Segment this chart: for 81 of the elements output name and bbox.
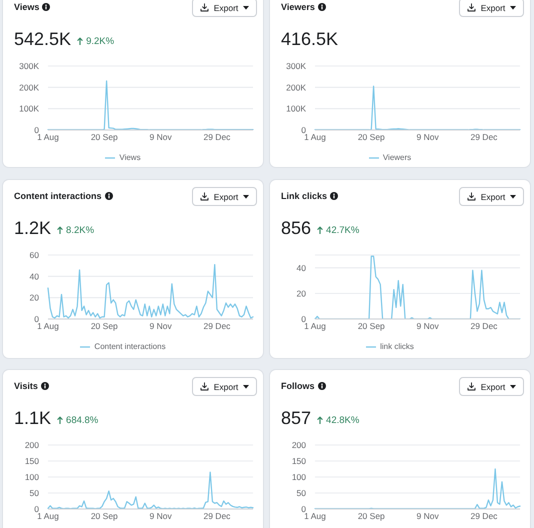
y-tick-label: 0 xyxy=(301,504,306,514)
x-tick-label: 20 Sep xyxy=(358,321,386,332)
x-tick-label: 9 Nov xyxy=(416,511,440,522)
y-tick-label: 50 xyxy=(30,488,40,498)
y-tick-label: 300K xyxy=(19,61,40,72)
x-tick-label: 1 Aug xyxy=(37,511,60,522)
y-tick-label: 200 xyxy=(292,440,306,450)
line-series xyxy=(47,472,254,509)
y-tick-label: 150 xyxy=(292,456,306,466)
y-tick-label: 200K xyxy=(19,82,40,92)
export-button: Export xyxy=(192,187,257,206)
y-tick-label: 200K xyxy=(286,82,306,92)
y-tick-label: 300K xyxy=(286,61,306,72)
x-tick-label: 20 Sep xyxy=(358,511,386,522)
legend-label: link clicks xyxy=(380,342,414,352)
x-tick-label: 20 Sep xyxy=(90,132,118,142)
chart-subtitle: 1.1K xyxy=(14,408,52,428)
x-tick-label: 29 Dec xyxy=(203,132,232,142)
x-tick-label: 9 Nov xyxy=(150,321,172,332)
chart-title: Follows xyxy=(281,381,314,391)
x-tick-label: 29 Dec xyxy=(203,321,232,332)
x-tick-label: 29 Dec xyxy=(203,511,232,522)
y-tick-label: 150 xyxy=(24,456,40,466)
legend-label: Views xyxy=(119,153,141,162)
y-tick-label: 50 xyxy=(296,488,306,498)
export-button: Export xyxy=(459,0,524,17)
x-tick-label: 1 Aug xyxy=(304,511,326,522)
y-tick-label: 200 xyxy=(24,440,40,450)
chart-title: Views xyxy=(14,2,40,12)
x-tick-label: 9 Nov xyxy=(416,321,440,332)
chart-subtitle: 857 xyxy=(281,408,312,428)
text: 684.8% xyxy=(66,414,98,426)
y-tick-label: 0 xyxy=(34,504,40,514)
y-tick-label: 100K xyxy=(19,104,40,114)
x-tick-label: 9 Nov xyxy=(416,132,440,142)
x-tick-label: 29 Dec xyxy=(470,132,498,142)
y-tick-label: 20 xyxy=(296,288,306,298)
x-tick-label: 1 Aug xyxy=(304,321,326,332)
chart-subtitle: 416.5K xyxy=(281,29,338,49)
legend-label: Content interactions xyxy=(94,342,166,352)
y-tick-label: 0 xyxy=(301,314,306,324)
line-series xyxy=(47,264,254,319)
text: 42.7K% xyxy=(326,224,360,236)
x-tick-label: 1 Aug xyxy=(37,321,60,332)
chart-title: Visits xyxy=(14,381,38,391)
y-tick-label: 60 xyxy=(30,250,40,260)
text: 8.2K% xyxy=(66,224,94,236)
x-tick-label: 1 Aug xyxy=(304,132,326,142)
x-tick-label: 29 Dec xyxy=(470,511,498,522)
y-tick-label: 20 xyxy=(30,292,40,303)
export-button: Export xyxy=(192,377,257,396)
text: 9.2K% xyxy=(86,36,114,46)
line-series xyxy=(314,86,521,130)
x-tick-label: 9 Nov xyxy=(150,511,172,522)
y-tick-label: 0 xyxy=(301,125,306,136)
y-tick-label: 0 xyxy=(34,314,40,324)
export-button: Export xyxy=(459,377,524,396)
chart-subtitle: 542.5K xyxy=(14,29,72,49)
x-tick-label: 29 Dec xyxy=(470,321,498,332)
y-tick-label: 100 xyxy=(292,472,306,482)
chart-title: Viewers xyxy=(281,2,315,12)
text: 42.8K% xyxy=(326,414,360,426)
x-tick-label: 20 Sep xyxy=(90,511,118,522)
export-button: Export xyxy=(459,187,524,206)
y-tick-label: 40 xyxy=(30,271,40,282)
y-tick-label: 40 xyxy=(296,262,306,273)
y-tick-label: 100 xyxy=(24,472,40,482)
chart-subtitle: 1.2K xyxy=(14,218,52,238)
y-tick-label: 0 xyxy=(34,125,40,136)
chart-title: Link clicks xyxy=(281,191,328,201)
x-tick-label: 1 Aug xyxy=(37,132,60,142)
y-tick-label: 100K xyxy=(286,104,306,114)
x-tick-label: 9 Nov xyxy=(150,132,172,142)
x-tick-label: 20 Sep xyxy=(358,132,386,142)
x-tick-label: 20 Sep xyxy=(90,321,118,332)
chart-subtitle: 856 xyxy=(281,218,312,238)
export-button: Export xyxy=(192,0,257,17)
line-series xyxy=(47,80,254,130)
line-series xyxy=(314,468,521,509)
chart-title: Content interactions xyxy=(14,191,102,201)
legend-label: Viewers xyxy=(382,153,412,162)
